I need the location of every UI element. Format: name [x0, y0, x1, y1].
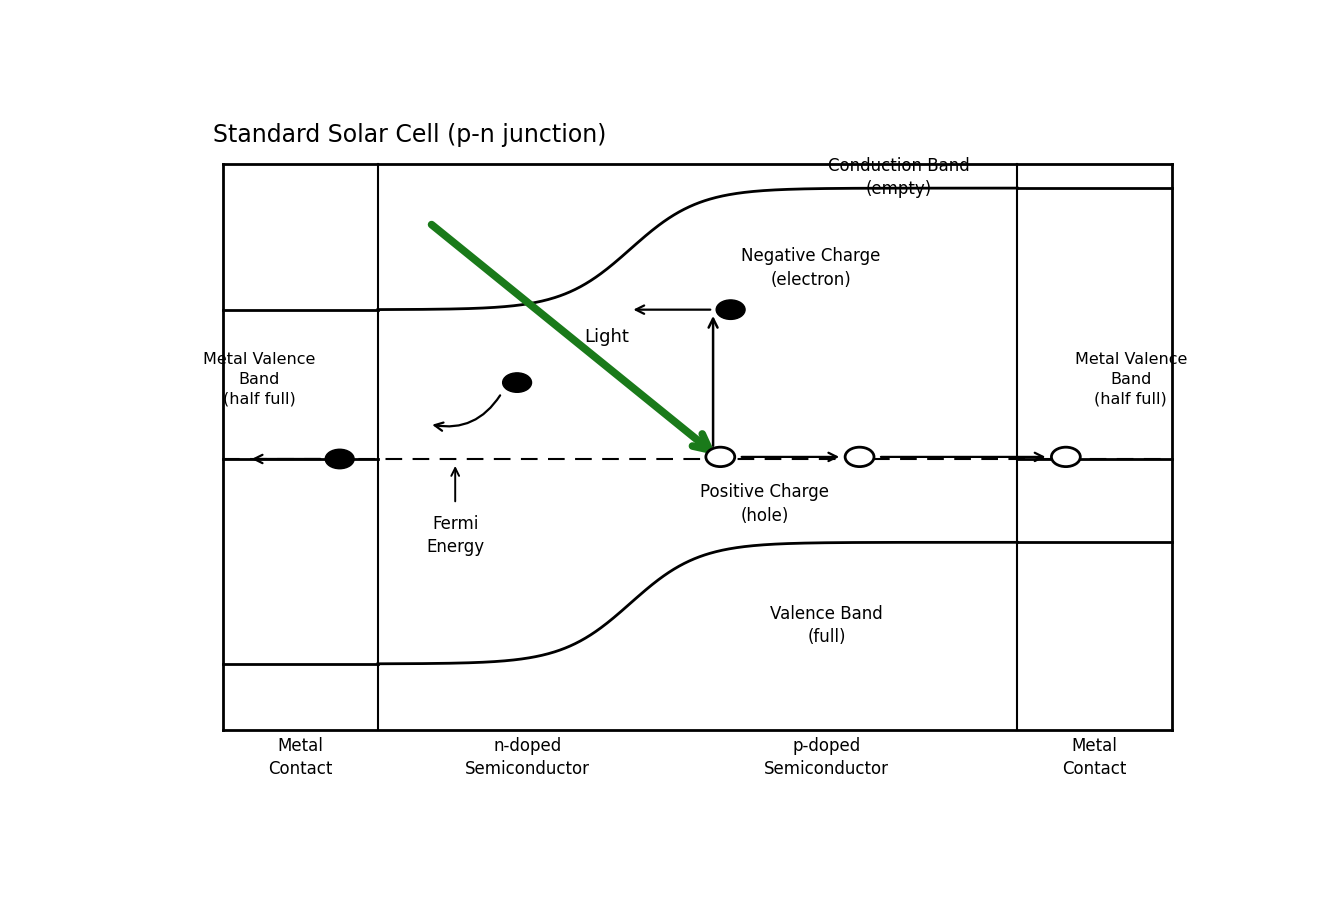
Text: Metal
Contact: Metal Contact: [1062, 737, 1127, 778]
Text: Metal
Contact: Metal Contact: [269, 737, 333, 778]
Circle shape: [716, 300, 745, 319]
Text: n-doped
Semiconductor: n-doped Semiconductor: [465, 737, 590, 778]
Circle shape: [503, 373, 531, 392]
Circle shape: [325, 449, 354, 469]
Text: Metal Valence
Band
(half full): Metal Valence Band (half full): [1074, 352, 1187, 407]
Text: Positive Charge
(hole): Positive Charge (hole): [700, 483, 829, 525]
Text: p-doped
Semiconductor: p-doped Semiconductor: [764, 737, 889, 778]
Text: Metal Valence
Band
(half full): Metal Valence Band (half full): [204, 352, 315, 407]
Text: Light: Light: [584, 328, 630, 346]
Circle shape: [705, 447, 735, 466]
Text: Valence Band
(full): Valence Band (full): [771, 605, 882, 647]
Text: Negative Charge
(electron): Negative Charge (electron): [741, 247, 881, 289]
Circle shape: [1051, 447, 1081, 466]
Text: Standard Solar Cell (p-n junction): Standard Solar Cell (p-n junction): [213, 123, 606, 147]
Text: Fermi
Energy: Fermi Energy: [426, 514, 484, 557]
Text: Conduction Band
(empty): Conduction Band (empty): [828, 157, 969, 198]
Circle shape: [845, 447, 874, 466]
